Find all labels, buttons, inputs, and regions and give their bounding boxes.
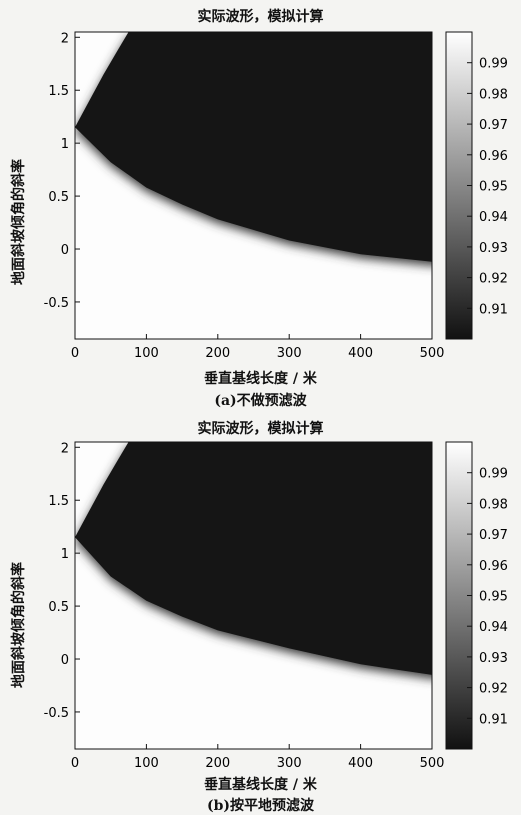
- heatmap-b: 0 100 200 300 400 500 -0.5 0 0.5 1 1.5 2 0.91 0.92 0.9…: [44, 441, 508, 771]
- colorbar-tick-label: 0.97: [479, 118, 508, 133]
- x-tick-label: 500: [420, 346, 445, 361]
- colorbar-tick-label: 0.98: [479, 87, 508, 102]
- y-tick-label: 0: [61, 653, 69, 668]
- y-tick-label: -0.5: [44, 706, 69, 721]
- y-axis-label: 地面斜坡倾角的斜率: [11, 159, 27, 285]
- plot-frame: [74, 31, 433, 340]
- caption: (b)按平地预滤波: [206, 798, 315, 814]
- colorbar-tick-label: 0.92: [479, 682, 508, 697]
- colorbar-tick-label: 0.94: [479, 210, 508, 225]
- y-tick-label: 1: [61, 547, 69, 562]
- x-tick-label: 200: [205, 756, 230, 771]
- x-tick-label: 200: [205, 346, 230, 361]
- low-coherence-region: [75, 32, 432, 262]
- y-tick-label: -0.5: [44, 296, 69, 311]
- y-tick-label: 2: [61, 441, 69, 456]
- caption: (a)不做预滤波: [214, 393, 307, 409]
- y-axis-label: 地面斜坡倾角的斜率: [11, 562, 27, 688]
- colorbar-tick-label: 0.93: [479, 241, 508, 256]
- x-tick-label: 0: [71, 756, 79, 771]
- y-tick-label: 0: [61, 243, 69, 258]
- x-tick-label: 300: [277, 756, 302, 771]
- x-tick-label: 500: [420, 756, 445, 771]
- colorbar-tick-label: 0.94: [479, 620, 508, 635]
- x-axis-label: 垂直基线长度 / 米: [204, 777, 317, 793]
- colorbar-tick-label: 0.96: [479, 559, 508, 574]
- colorbar-tick-label: 0.95: [479, 180, 508, 195]
- colorbar-tick-label: 0.91: [479, 302, 508, 317]
- y-tick-label: 1.5: [48, 494, 69, 509]
- y-tick-label: 1: [61, 137, 69, 152]
- x-axis-label: 垂直基线长度 / 米: [204, 371, 317, 387]
- x-tick-label: 100: [134, 346, 159, 361]
- x-tick-label: 400: [348, 346, 373, 361]
- x-tick-label: 100: [134, 756, 159, 771]
- colorbar-tick-label: 0.98: [479, 497, 508, 512]
- y-tick-label: 0.5: [48, 190, 69, 205]
- chart-panel-b: 实际波形，模拟计算 0 100 200 300 400 500 -0.5 0 0.5 1 1.5 2 0…: [0, 410, 521, 814]
- low-coherence-region: [75, 442, 432, 675]
- colorbar-tick-label: 0.93: [479, 651, 508, 666]
- y-tick-label: 1.5: [48, 84, 69, 99]
- y-tick-label: 2: [61, 31, 69, 46]
- colorbar-tick-label: 0.99: [479, 467, 508, 482]
- colorbar-tick-label: 0.97: [479, 528, 508, 543]
- colorbar-tick-label: 0.91: [479, 712, 508, 727]
- x-tick-label: 300: [277, 346, 302, 361]
- plot-frame: [74, 441, 433, 750]
- y-tick-label: 0.5: [48, 600, 69, 615]
- colorbar-tick-label: 0.92: [479, 272, 508, 287]
- heatmap-a: 0 100 200 300 400 500 -0.5 0 0.5 1 1.5 2 0.91 0.92 0.9…: [44, 31, 508, 361]
- colorbar-tick-label: 0.99: [479, 57, 508, 72]
- chart-title: 实际波形，模拟计算: [197, 421, 324, 437]
- colorbar-tick-label: 0.96: [479, 149, 508, 164]
- colorbar-tick-label: 0.95: [479, 590, 508, 605]
- x-tick-label: 0: [71, 346, 79, 361]
- chart-panel-a: 实际波形，模拟计算 0 100 200 300 400 500 -0.5 0 0.5 1 1.5 2 0…: [11, 9, 508, 409]
- x-tick-label: 400: [348, 756, 373, 771]
- chart-title: 实际波形，模拟计算: [197, 9, 324, 25]
